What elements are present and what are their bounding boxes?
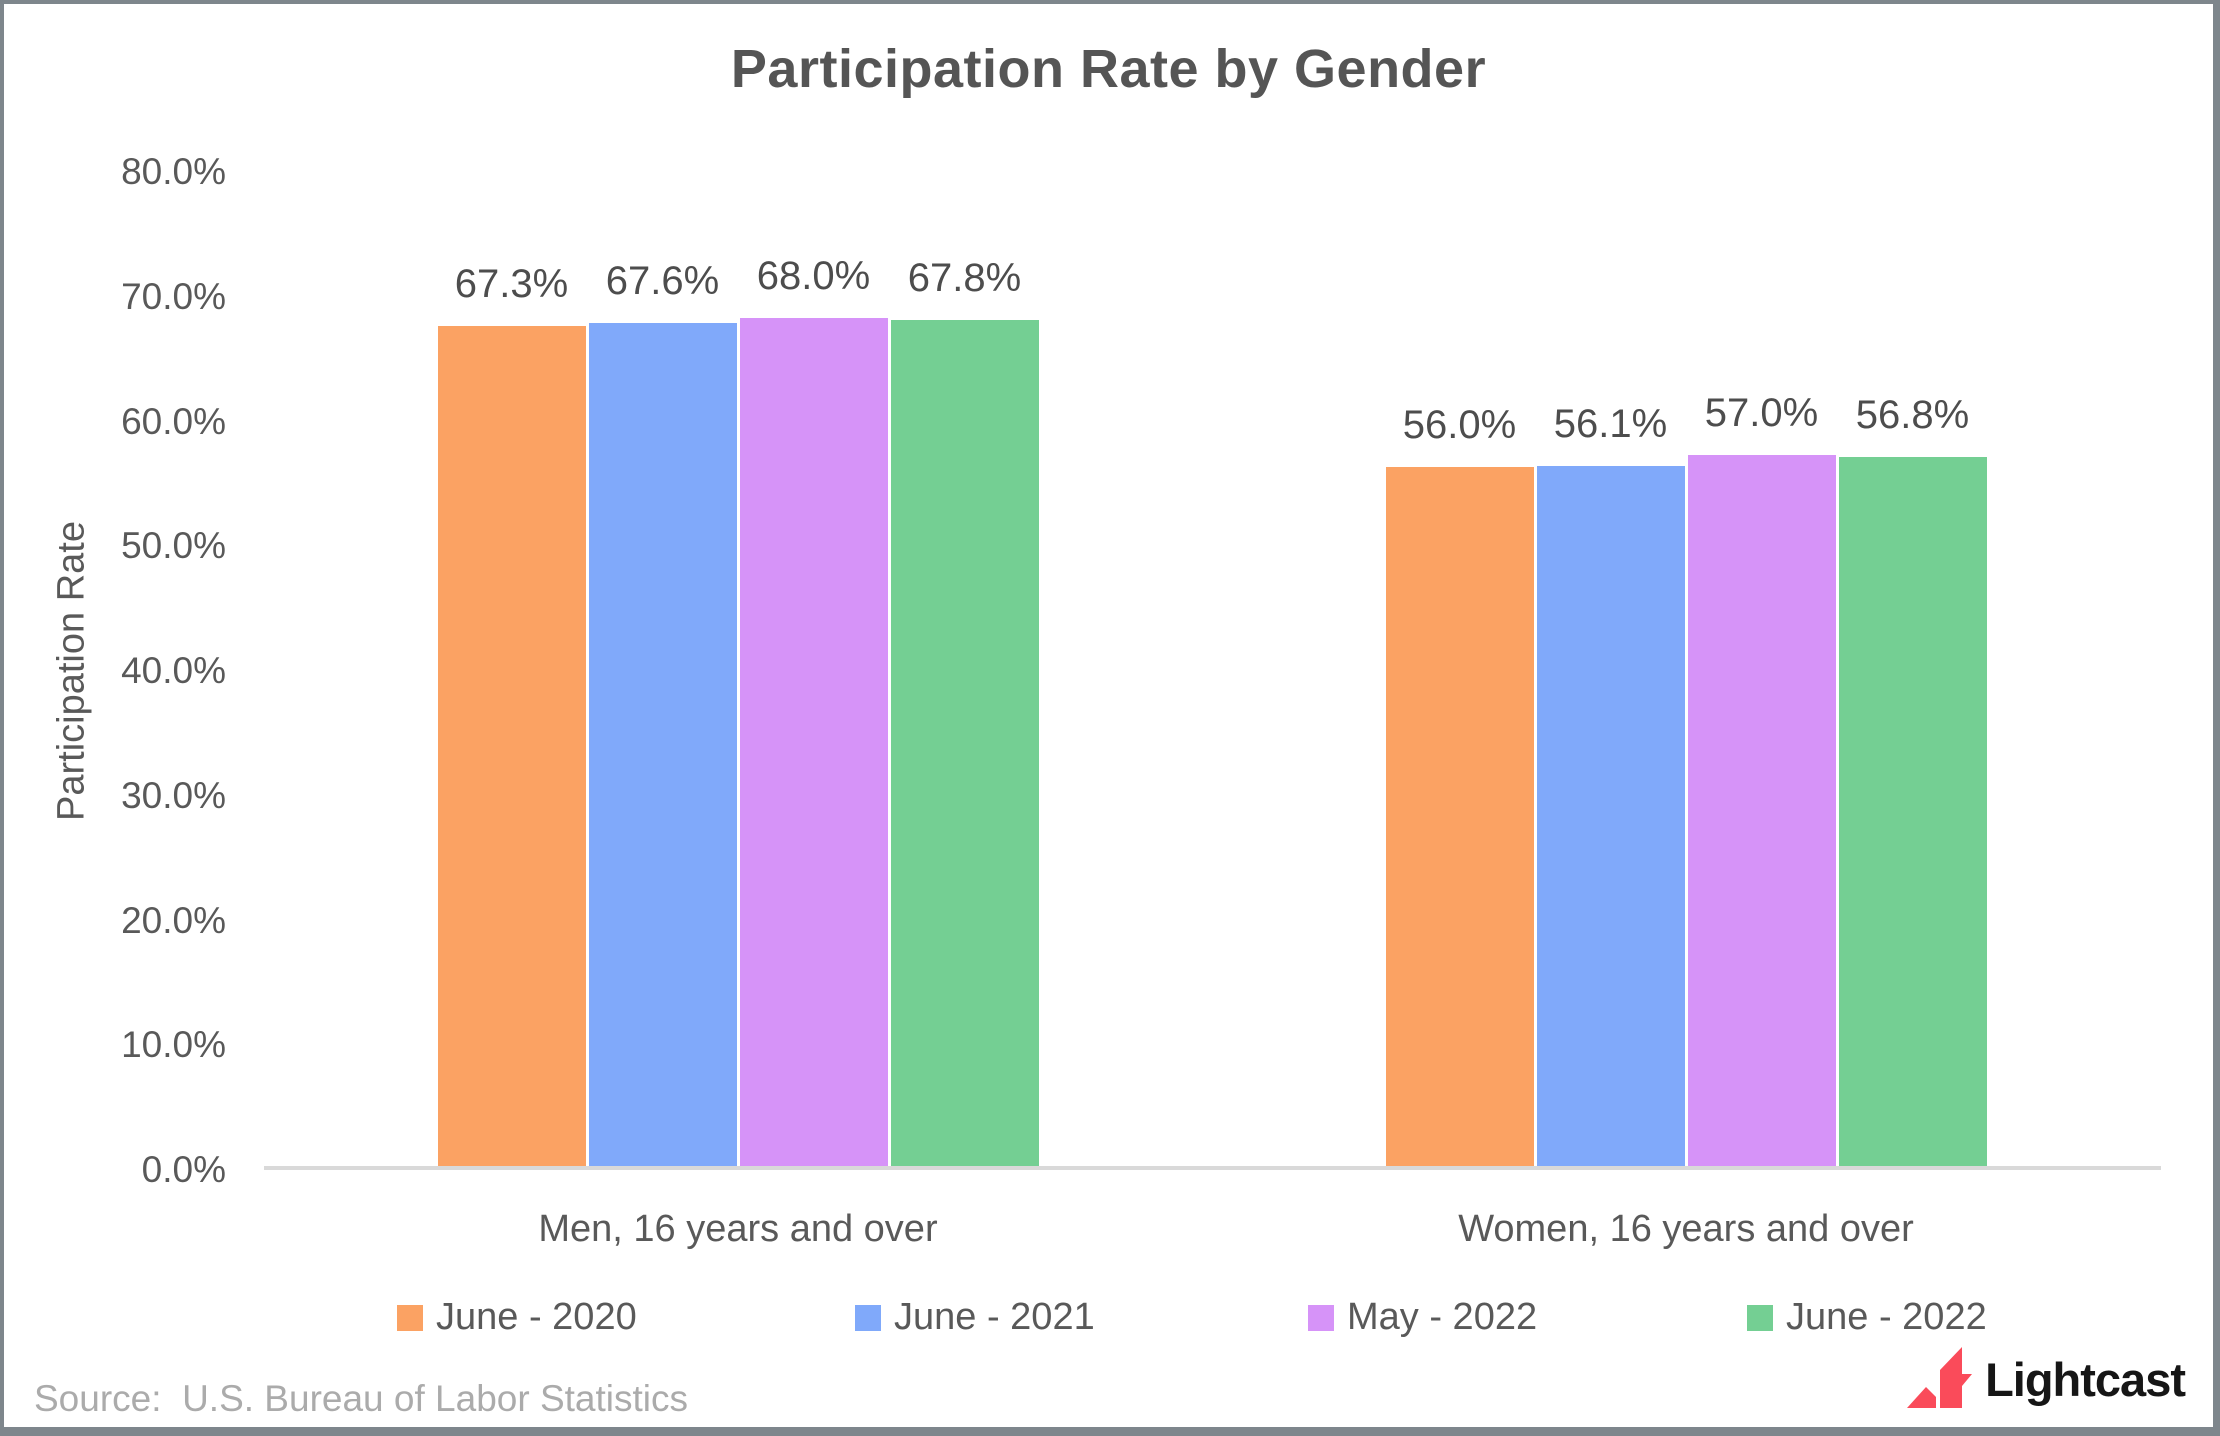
y-tick-label: 60.0% <box>121 400 226 442</box>
source-note: Source: U.S. Bureau of Labor Statistics <box>34 1378 688 1419</box>
legend: June - 2020 June - 2021 May - 2022 June - 2… <box>4 1296 2220 1340</box>
bar-value-label: 56.8% <box>1855 393 1970 438</box>
bar-value-label: 67.8% <box>907 256 1022 301</box>
chart-title: Participation Rate by Gender <box>730 39 1487 99</box>
legend-item-may-2022: May - 2022 <box>1308 1296 1537 1339</box>
legend-swatch-icon <box>1308 1304 1334 1331</box>
bar-june-2021-women <box>1536 466 1685 1166</box>
legend-item-june-2020: June - 2020 <box>397 1296 637 1339</box>
legend-item-june-2022: June - 2022 <box>1747 1296 1987 1339</box>
y-tick-label: 10.0% <box>121 1024 226 1066</box>
bar-value-label: 56.1% <box>1553 402 1668 447</box>
bar-value-label: 57.0% <box>1704 390 1819 435</box>
bar-value-label: 67.6% <box>605 258 720 303</box>
y-tick-label: 20.0% <box>121 899 226 941</box>
y-tick-label: 80.0% <box>121 151 226 192</box>
y-tick-label: 70.0% <box>121 275 226 317</box>
lightcast-logo-text: Lightcast <box>1985 1352 2186 1406</box>
bar-value-label: 68.0% <box>756 253 871 298</box>
bar-june-2022-women <box>1838 457 1987 1166</box>
legend-label: June - 2022 <box>1786 1296 1987 1338</box>
lightcast-logo: Lightcast <box>1903 1344 2186 1414</box>
y-tick-label: 40.0% <box>121 650 226 691</box>
bar-may-2022-men <box>739 317 888 1166</box>
legend-swatch-icon <box>855 1304 881 1331</box>
bar-june-2020-men <box>437 326 586 1166</box>
legend-label: June - 2020 <box>436 1296 637 1338</box>
legend-swatch-icon <box>397 1304 423 1331</box>
y-tick-label: 0.0% <box>141 1149 226 1190</box>
y-tick-label: 50.0% <box>121 525 226 567</box>
legend-label: May - 2022 <box>1347 1296 1538 1338</box>
category-label: Women, 16 years and over <box>1458 1208 1914 1250</box>
bar-june-2021-men <box>588 322 737 1166</box>
y-axis-ticks: 0.0% 10.0% 20.0% 30.0% 40.0% 50.0% 60.0% 70.0% 8… <box>64 151 226 1190</box>
category-label: Men, 16 years and over <box>538 1208 938 1250</box>
bar-june-2020-women <box>1385 467 1534 1166</box>
legend-label: June - 2021 <box>894 1296 1095 1338</box>
x-axis-category-labels: Men, 16 years and over Women, 16 years an… <box>264 1208 2161 1258</box>
y-tick-label: 30.0% <box>121 774 226 816</box>
bar-value-label: 67.3% <box>454 262 569 307</box>
bar-value-label: 56.0% <box>1402 403 1517 448</box>
bar-may-2022-women <box>1687 454 1836 1166</box>
legend-item-june-2021: June - 2021 <box>855 1296 1095 1339</box>
plot-area: 67.3% 67.6% 68.0% 67.8% 56.0% 56.1% 57.0% 56.8% <box>264 172 2161 1170</box>
lightcast-logo-icon <box>1907 1347 1973 1408</box>
legend-swatch-icon <box>1747 1304 1773 1331</box>
bar-june-2022-men <box>890 320 1039 1166</box>
